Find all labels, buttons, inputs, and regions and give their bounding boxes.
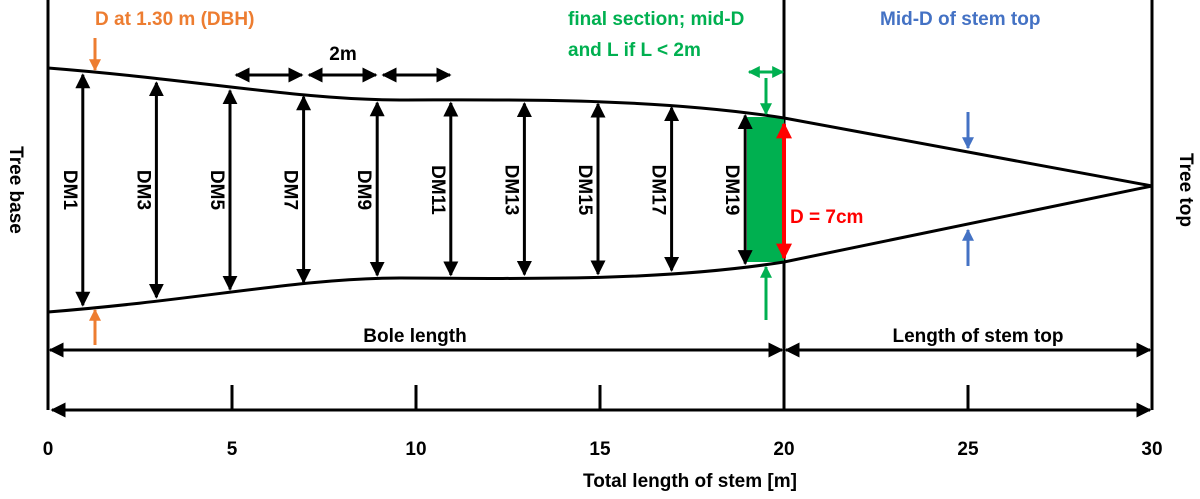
diameter-label: DM9 [353,170,374,210]
x-tick-label: 15 [589,439,611,460]
x-tick-label: 30 [1141,439,1162,460]
stem-bottom-outline [47,184,1153,314]
final-section-label: and L if L < 2m [568,40,701,61]
bole-length-label: Bole length [363,326,466,347]
diameter-label: DM5 [206,170,227,211]
stem-top-outline [47,66,1153,188]
tree-top-label: Tree top [1175,153,1196,227]
diameter-label: DM17 [648,165,669,216]
diameter-label: DM1 [59,170,80,211]
diameter-label: DM13 [500,165,521,216]
x-tick-label: 10 [405,439,426,460]
x-tick-label: 5 [227,439,238,460]
diameter-label: DM11 [427,165,448,215]
segment-label: 2m [329,44,356,65]
diameter-label: DM3 [132,170,153,210]
x-tick-label: 0 [43,439,54,460]
final-section-label: final section; mid-D [568,9,744,30]
label-bg [340,325,490,347]
top-diameter-label: D = 7cm [790,207,863,228]
diameter-label: DM19 [721,165,742,216]
axis-title: Total length of stem [m] [583,471,797,492]
stem-top-label: Mid-D of stem top [880,9,1040,30]
x-tick-label: 20 [773,439,794,460]
stem-top-length-label: Length of stem top [893,326,1064,347]
final-section [747,117,784,262]
dbh-label: D at 1.30 m (DBH) [95,9,254,30]
diameter-label: DM7 [280,170,301,210]
tree-base-label: Tree base [5,146,26,234]
label-bg [868,325,1088,347]
diameter-label: DM15 [574,165,595,216]
x-tick-label: 25 [957,439,979,460]
